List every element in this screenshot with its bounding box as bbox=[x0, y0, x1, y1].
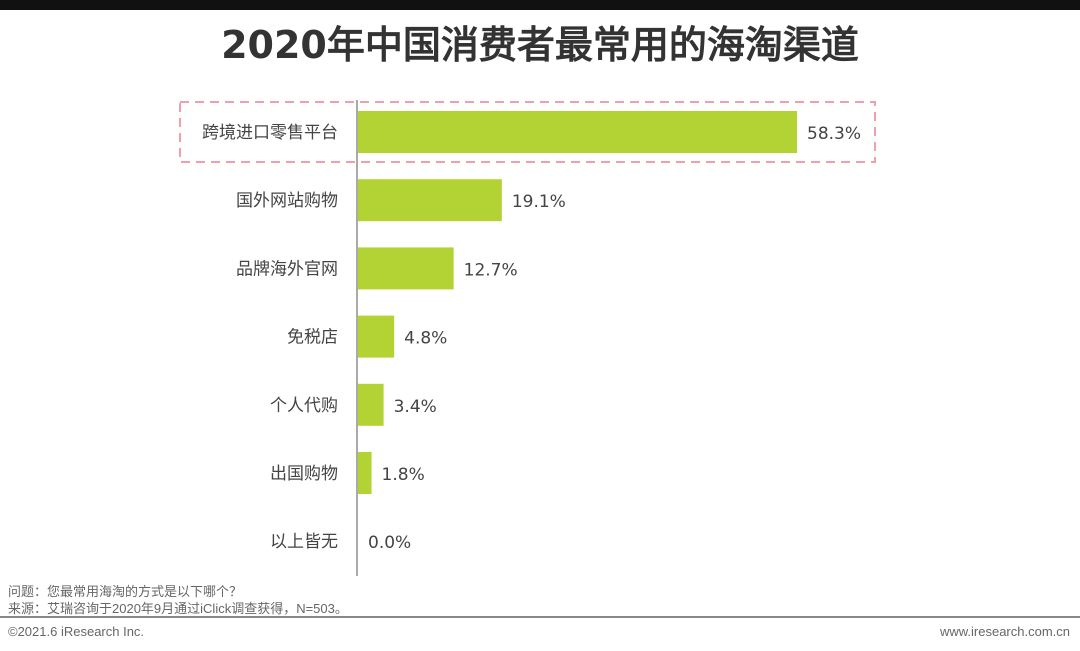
footer-divider bbox=[0, 616, 1080, 618]
category-label: 以上皆无 bbox=[270, 532, 338, 552]
bar bbox=[358, 452, 372, 494]
value-label: 3.4% bbox=[394, 397, 437, 417]
bar bbox=[358, 179, 502, 222]
highlight-box bbox=[179, 101, 876, 163]
bar bbox=[358, 383, 384, 426]
value-label: 0.0% bbox=[368, 533, 411, 553]
category-label: 个人代购 bbox=[270, 396, 338, 416]
value-label: 58.3% bbox=[807, 124, 861, 144]
bar bbox=[358, 315, 395, 358]
top-bar bbox=[0, 0, 1080, 10]
copyright: ©2021.6 iResearch Inc. bbox=[8, 624, 145, 639]
category-label: 免税店 bbox=[287, 328, 338, 348]
category-label: 品牌海外官网 bbox=[236, 259, 338, 279]
category-label: 国外网站购物 bbox=[236, 191, 338, 211]
category-label: 跨境进口零售平台 bbox=[202, 123, 338, 143]
value-label: 4.8% bbox=[404, 329, 447, 349]
value-label: 12.7% bbox=[464, 260, 518, 280]
website-url: www.iresearch.com.cn bbox=[939, 624, 1070, 639]
bar bbox=[358, 247, 454, 290]
bar bbox=[358, 111, 797, 153]
value-label: 19.1% bbox=[512, 192, 566, 212]
category-label: 出国购物 bbox=[270, 464, 338, 484]
value-label: 1.8% bbox=[382, 465, 425, 485]
source-note: 来源：艾瑞咨询于2020年9月通过iClick调查获得，N=503。 bbox=[8, 601, 348, 616]
chart-title: 2020年中国消费者最常用的海淘渠道 bbox=[221, 23, 859, 67]
question-note: 问题：您最常用海淘的方式是以下哪个？ bbox=[8, 584, 243, 599]
